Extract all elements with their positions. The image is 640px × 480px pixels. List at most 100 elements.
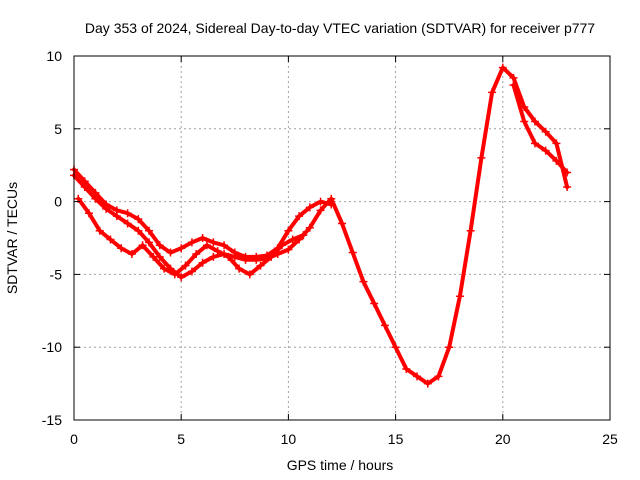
data-point: [102, 200, 111, 209]
data-point: [284, 245, 293, 254]
series-main: [70, 63, 572, 388]
data-point: [520, 117, 529, 126]
data-point: [166, 248, 175, 257]
data-point: [209, 238, 218, 247]
data-point: [316, 197, 325, 206]
y-tick-label: 0: [54, 194, 62, 210]
data-point: [413, 372, 422, 381]
data-point: [160, 264, 169, 273]
data-point: [123, 219, 132, 228]
data-point: [213, 247, 222, 256]
data-point: [230, 248, 239, 257]
data-layer: [70, 63, 572, 388]
data-point: [267, 252, 276, 261]
x-axis-ticks: 0 5 10 15 20 25: [70, 56, 618, 447]
data-point: [117, 244, 126, 253]
y-tick-label: 10: [46, 48, 62, 64]
data-point: [391, 343, 400, 352]
data-point: [224, 252, 233, 261]
data-point: [563, 183, 572, 192]
data-point: [445, 343, 454, 352]
series-lower-branch: [74, 194, 308, 279]
data-point: [245, 270, 254, 279]
data-point: [498, 63, 507, 72]
y-axis-ticks: -15 -10 -5 0 5 10: [42, 48, 610, 428]
data-point: [209, 252, 218, 261]
y-tick-label: 5: [54, 121, 62, 137]
data-point: [541, 127, 550, 136]
data-point: [123, 209, 132, 218]
grid: [74, 56, 610, 420]
data-point: [149, 252, 158, 261]
data-point: [299, 231, 308, 240]
data-point: [477, 153, 486, 162]
series-late-branch: [509, 81, 572, 177]
data-point: [256, 261, 265, 270]
data-point: [187, 238, 196, 247]
data-point: [509, 73, 518, 82]
x-tick-label: 0: [70, 431, 78, 447]
x-tick-label: 25: [602, 431, 618, 447]
data-point: [284, 226, 293, 235]
data-point: [305, 203, 314, 212]
data-point: [370, 299, 379, 308]
data-point: [552, 139, 561, 148]
data-point: [202, 241, 211, 250]
data-point: [563, 168, 572, 177]
data-point: [277, 241, 286, 250]
data-point: [170, 270, 179, 279]
data-point: [423, 379, 432, 388]
data-point: [348, 248, 357, 257]
series-line: [511, 83, 570, 175]
data-point: [187, 267, 196, 276]
y-tick-label: -5: [50, 266, 63, 282]
chart-title: Day 353 of 2024, Sidereal Day-to-day VTE…: [85, 20, 595, 36]
x-tick-label: 5: [177, 431, 185, 447]
data-point: [192, 250, 201, 259]
data-point: [177, 273, 186, 282]
data-point: [85, 209, 94, 218]
data-point: [106, 235, 115, 244]
data-point: [241, 252, 250, 261]
data-point: [455, 292, 464, 301]
data-point: [305, 223, 314, 232]
data-point: [530, 117, 539, 126]
data-point: [402, 365, 411, 374]
data-point: [359, 277, 368, 286]
x-tick-label: 15: [388, 431, 404, 447]
data-point: [316, 206, 325, 215]
x-axis-label: GPS time / hours: [287, 457, 394, 473]
x-tick-label: 20: [495, 431, 511, 447]
y-tick-label: -10: [42, 339, 62, 355]
data-point: [488, 88, 497, 97]
data-point: [252, 252, 261, 261]
data-point: [181, 261, 190, 270]
data-point: [145, 226, 154, 235]
data-point: [338, 219, 346, 228]
data-point: [198, 258, 207, 267]
data-point: [112, 206, 121, 215]
series-line: [76, 196, 306, 277]
data-point: [235, 264, 244, 273]
data-point: [134, 226, 143, 235]
data-point: [220, 241, 229, 250]
plot-frame: [73, 55, 611, 421]
data-point: [509, 81, 518, 90]
data-point: [95, 226, 104, 235]
data-point: [91, 188, 100, 197]
data-point: [80, 177, 89, 186]
data-point: [530, 139, 539, 148]
data-point: [327, 200, 336, 209]
y-axis-label: SDTVAR / TECUs: [4, 182, 20, 294]
data-point: [134, 215, 143, 224]
data-point: [380, 321, 389, 330]
data-point: [127, 250, 136, 259]
data-point: [288, 235, 297, 244]
data-point: [145, 238, 154, 247]
data-point: [177, 244, 186, 253]
data-point: [155, 241, 164, 250]
data-point: [198, 234, 207, 242]
data-point: [295, 212, 304, 221]
